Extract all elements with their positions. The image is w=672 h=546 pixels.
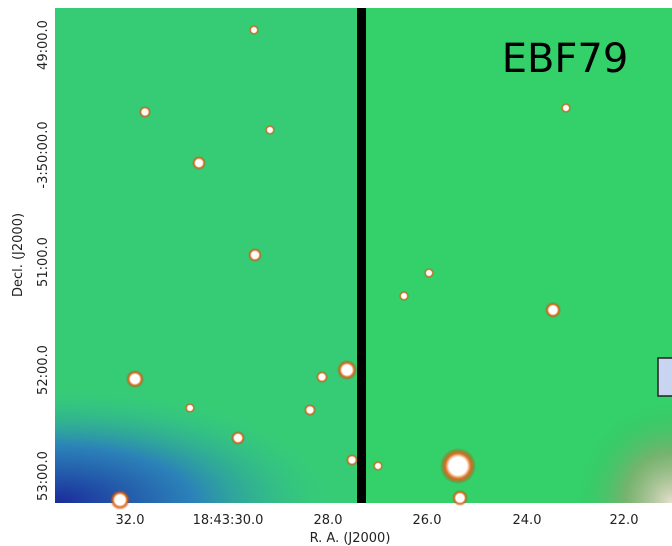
- x-tick-label: 24.0: [513, 513, 542, 528]
- x-tick-label: 22.0: [610, 513, 639, 528]
- x-tick-label: 32.0: [116, 513, 145, 528]
- x-axis-title: R. A. (J2000): [310, 531, 391, 546]
- y-tick-label: 51:00.0: [36, 237, 51, 287]
- y-axis-title: Decl. (J2000): [11, 213, 26, 297]
- image-label: EBF79: [502, 36, 629, 82]
- y-tick-label: 49:00.0: [36, 20, 51, 70]
- x-tick-label: 18:43:30.0: [193, 513, 264, 528]
- stars: [110, 25, 571, 510]
- y-tick-label: 53:00.0: [36, 451, 51, 501]
- y-tick-label: 52:00.0: [36, 345, 51, 395]
- x-tick-label: 28.0: [314, 513, 343, 528]
- sky-image: [55, 8, 672, 510]
- y-tick-label: -3:50:00.0: [36, 121, 51, 188]
- x-tick-label: 26.0: [413, 513, 442, 528]
